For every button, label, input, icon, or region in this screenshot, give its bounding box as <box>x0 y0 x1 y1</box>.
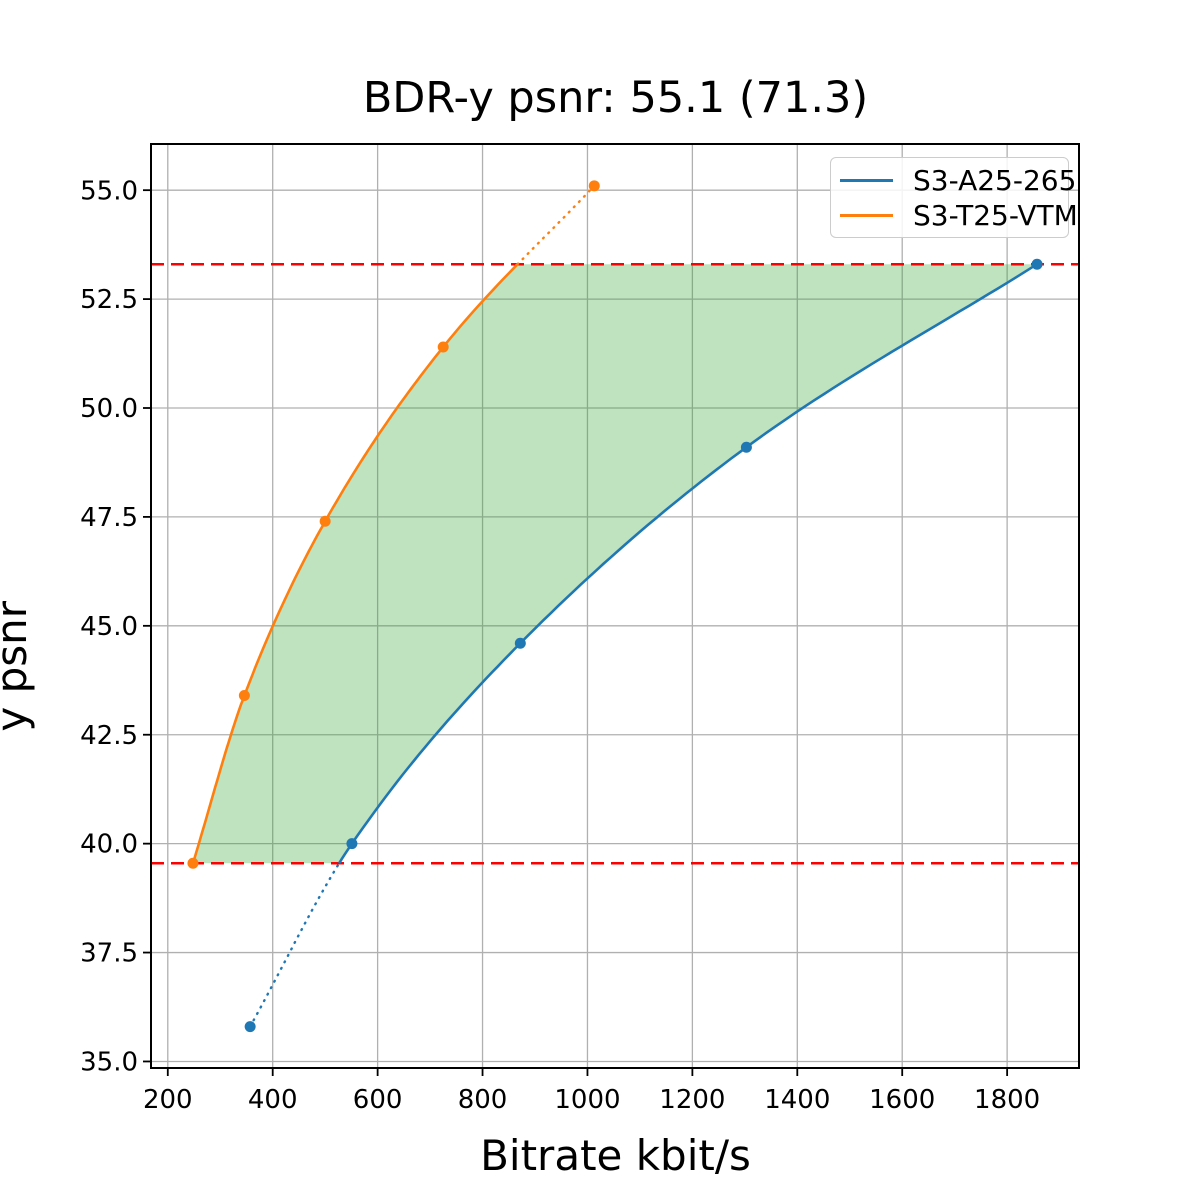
data-point-s3-a25-265 <box>740 441 752 453</box>
x-tick-label: 1200 <box>659 1085 725 1115</box>
x-tick-label: 1800 <box>974 1085 1040 1115</box>
y-tick-label: 47.5 <box>80 503 138 533</box>
x-axis-label: Bitrate kbit/s <box>480 1131 751 1180</box>
y-tick-label: 35.0 <box>80 1048 138 1078</box>
series-line-s3-t25-vtm <box>191 263 519 864</box>
data-point-s3-a25-265 <box>1031 258 1043 270</box>
data-point-s3-a25-265 <box>346 838 358 850</box>
x-tick-label: 1000 <box>554 1085 620 1115</box>
y-tick-label: 52.5 <box>80 285 138 315</box>
legend-label: S3-T25-VTM <box>913 198 1078 232</box>
y-axis-label-text: y psnr <box>0 600 36 732</box>
legend-line-sample-orange <box>840 214 893 217</box>
x-tick-label: 600 <box>353 1085 403 1115</box>
data-point-s3-a25-265 <box>244 1021 256 1033</box>
x-tick-label: 200 <box>143 1085 193 1115</box>
x-tick-label: 1600 <box>869 1085 935 1115</box>
legend: S3-A25-265 S3-T25-VTM <box>830 157 1078 238</box>
y-tick-label: 50.0 <box>80 394 138 424</box>
data-point-s3-a25-265 <box>514 637 526 649</box>
x-tick-label: 800 <box>458 1085 508 1115</box>
data-point-s3-t25-vtm <box>238 690 250 702</box>
series-line-s3-a25-265 <box>248 862 341 1028</box>
x-tick-label: 1400 <box>764 1085 830 1115</box>
data-point-s3-t25-vtm <box>319 515 331 527</box>
y-tick-label: 55.0 <box>80 176 138 206</box>
x-tick-label: 400 <box>248 1085 298 1115</box>
legend-item-s3-a25-265: S3-A25-265 <box>831 163 1076 198</box>
data-point-s3-t25-vtm <box>588 180 600 192</box>
axes-spines <box>150 143 1080 1069</box>
legend-label: S3-A25-265 <box>913 163 1077 197</box>
legend-line-sample-blue <box>840 179 893 182</box>
data-point-s3-t25-vtm <box>187 857 199 869</box>
y-tick-label: 45.0 <box>80 612 138 642</box>
data-point-s3-t25-vtm <box>437 341 449 353</box>
legend-item-s3-t25-vtm: S3-T25-VTM <box>831 198 1078 233</box>
y-tick-label: 40.0 <box>80 830 138 860</box>
y-tick-label: 42.5 <box>80 721 138 751</box>
chart-title: BDR-y psnr: 55.1 (71.3) <box>362 73 869 123</box>
bd-shaded-region <box>193 264 1037 864</box>
series-line-s3-a25-265 <box>338 263 1038 864</box>
series-line-s3-t25-vtm <box>516 184 596 266</box>
y-tick-label: 37.5 <box>80 939 138 969</box>
